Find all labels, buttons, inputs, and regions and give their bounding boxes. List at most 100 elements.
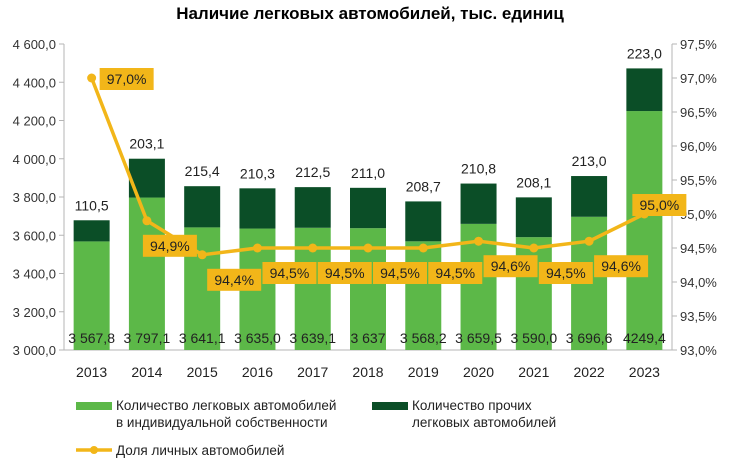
bar-other: [405, 201, 442, 242]
share-point: [474, 236, 484, 246]
y-right-tick-label: 93,5%: [680, 309, 717, 324]
share-label: 94,5%: [428, 262, 483, 284]
y-left-tick-label: 4 400,0: [13, 75, 56, 90]
legend-label-share: Доля личных автомобилей: [116, 443, 284, 458]
bar-individual-label: 3 637: [350, 330, 385, 346]
bar-individual-label: 3 696,6: [566, 330, 613, 346]
x-tick-label: 2020: [463, 364, 494, 380]
bar-other: [239, 188, 276, 229]
share-point: [197, 250, 207, 260]
share-label-text: 94,4%: [214, 272, 254, 288]
x-tick-label: 2021: [518, 364, 549, 380]
bar-individual-label: 3 567,8: [68, 330, 115, 346]
share-label-box: [373, 262, 427, 284]
x-tick-label: 2014: [131, 364, 162, 380]
bar-other: [515, 197, 552, 238]
data-labels: 110,5 3 567,8 203,1 3 797,1 215,4 3 641,1 210,…: [68, 45, 687, 346]
bar-individual-label: 3 590,0: [510, 330, 557, 346]
share-label: 94,5%: [538, 262, 593, 284]
y-right-tick-label: 93,0%: [680, 343, 717, 358]
x-tick-label: 2017: [297, 364, 328, 380]
share-label-box: [317, 262, 372, 284]
bar-other-label: 203,1: [129, 136, 164, 152]
share-label-box: [538, 262, 593, 284]
x-tick-label: 2019: [408, 364, 439, 380]
share-label-text: 94,5%: [546, 265, 586, 281]
bar-individual: [626, 111, 663, 351]
y-left-tick-label: 3 800,0: [13, 190, 56, 205]
share-point: [529, 243, 539, 253]
share-label-box: [428, 262, 483, 284]
share-label-text: 97,0%: [107, 71, 147, 87]
bar-other-label: 110,5: [75, 197, 109, 213]
x-tick-label: 2022: [574, 364, 605, 380]
share-label-box: [594, 255, 649, 278]
legend-swatch-other: [372, 402, 408, 410]
bar-individual-label: 3 639,1: [289, 330, 336, 346]
share-label: 94,5%: [317, 262, 372, 284]
bar-other-label: 213,0: [572, 153, 607, 169]
legend-label-individual-1: Количество легковых автомобилей: [116, 398, 336, 413]
x-tick-label: 2015: [187, 364, 218, 380]
share-label: 94,5%: [373, 262, 427, 284]
bars: [73, 68, 663, 351]
y-right-tick-label: 95,5%: [680, 173, 717, 188]
bar-individual-label: 3 797,1: [124, 330, 171, 346]
bar-individual-label: 3 568,2: [400, 330, 447, 346]
share-label-text: 94,6%: [601, 258, 641, 274]
share-label-text: 94,5%: [270, 265, 310, 281]
y-right-tick-label: 96,5%: [680, 105, 717, 120]
y-right-tick-label: 97,0%: [680, 71, 717, 86]
bar-other: [73, 220, 110, 242]
share-label-text: 94,5%: [435, 265, 475, 281]
share-label: 95,0%: [632, 194, 687, 216]
bar-other: [460, 183, 497, 224]
bar-other-label: 208,1: [516, 174, 551, 190]
legend: Количество легковых автомобилей в индиви…: [76, 398, 556, 458]
bar-individual-label: 3 659,5: [455, 330, 502, 346]
legend-label-individual-2: в индивидуальной собственности: [116, 415, 328, 430]
share-label-box: [632, 194, 687, 216]
share-label-box: [483, 255, 538, 278]
y-right-tick-label: 96,0%: [680, 139, 717, 154]
y-right-tick-label: 94,0%: [680, 275, 717, 290]
y-left-tick-label: 4 000,0: [13, 152, 56, 167]
share-point: [142, 216, 152, 226]
y-right-tick-label: 94,5%: [680, 241, 717, 256]
x-tick-label: 2013: [76, 364, 107, 380]
bar-other: [571, 176, 608, 217]
share-label-text: 94,9%: [150, 238, 190, 254]
share-label: 94,9%: [142, 234, 197, 257]
y-right-tick-label: 97,5%: [680, 37, 717, 52]
bar-individual: [73, 241, 110, 350]
bar-individual-label: 4249,4: [623, 330, 666, 346]
bar-other: [184, 186, 221, 228]
share-label: 94,6%: [594, 255, 649, 278]
share-label: 97,0%: [99, 68, 154, 90]
axes: 3 000,0 3 200,0 3 400,0 3 600,0 3 800,0 4 000…: [13, 37, 718, 380]
y-left-tick-label: 3 200,0: [13, 305, 56, 320]
x-tick-label: 2023: [629, 364, 660, 380]
legend-swatch-individual: [76, 402, 112, 410]
bar-other-label: 210,3: [240, 165, 275, 181]
x-tick-label: 2016: [242, 364, 273, 380]
chart-title: Наличие легковых автомобилей, тыс. едини…: [176, 4, 564, 23]
y-right-tick-label: 95,0%: [680, 207, 717, 222]
share-point: [252, 243, 262, 253]
y-left-tick-label: 3 000,0: [13, 343, 56, 358]
bar-other-label: 208,7: [406, 178, 441, 194]
share-point: [308, 243, 318, 253]
share-label-box: [207, 268, 262, 291]
legend-label-other-2: легковых автомобилей: [412, 415, 556, 430]
y-left-tick-label: 4 200,0: [13, 114, 56, 129]
share-point: [418, 243, 428, 253]
share-label-box: [99, 68, 154, 90]
bar-other: [626, 68, 663, 112]
bar-other: [350, 187, 386, 229]
share-label-box: [262, 262, 317, 284]
bar-other-label: 210,8: [461, 161, 496, 177]
y-left-tick-label: 3 600,0: [13, 228, 56, 243]
share-point: [87, 73, 97, 83]
x-tick-label: 2018: [352, 364, 383, 380]
bar-individual-label: 3 641,1: [179, 330, 226, 346]
